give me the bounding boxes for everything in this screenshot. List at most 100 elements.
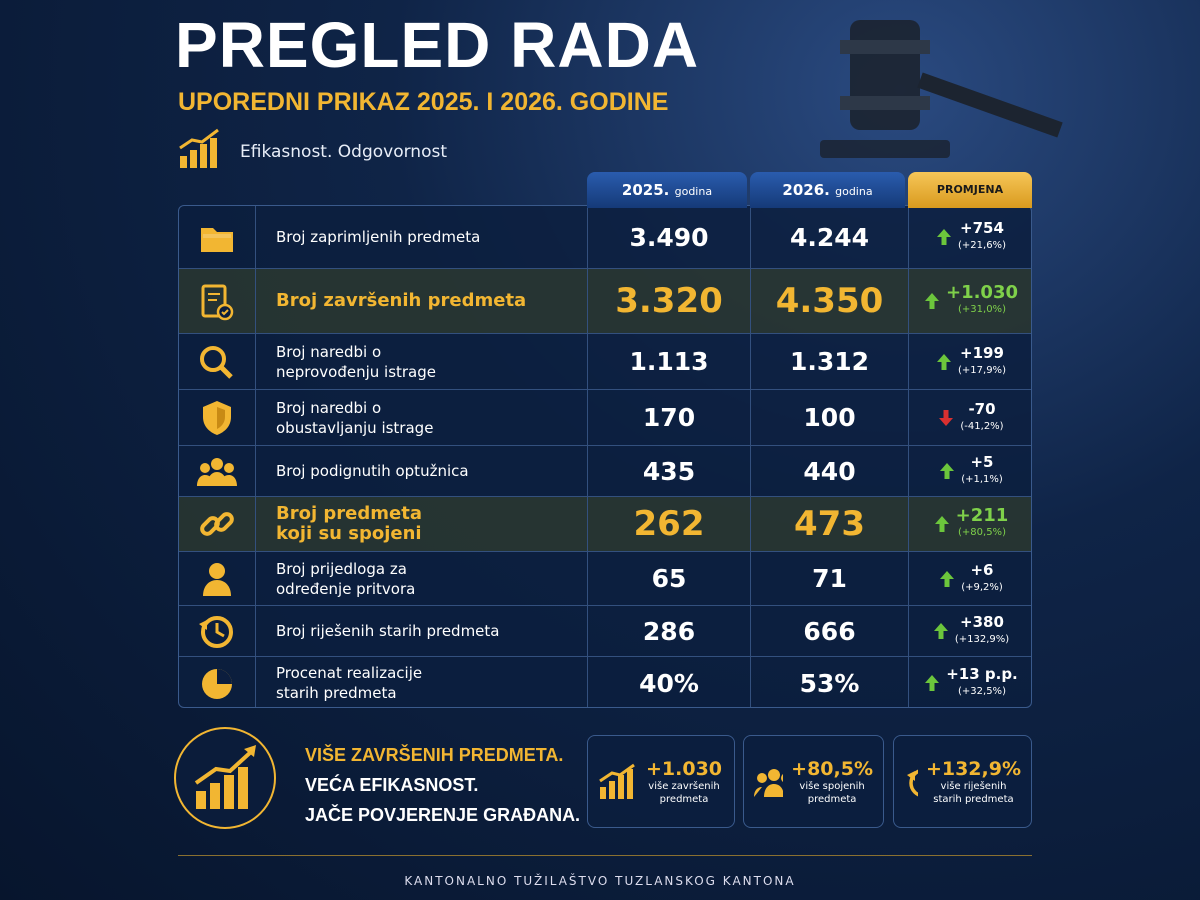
- change-cell: +1.030 (+31,0%): [909, 269, 1031, 333]
- column-year: 2026.: [782, 181, 830, 199]
- row-label-line: Broj podignutih optužnica: [276, 462, 469, 480]
- row-icon-cell: [179, 606, 256, 656]
- change-value: +6: [970, 560, 994, 579]
- card-caption: predmeta: [807, 793, 857, 805]
- row-label-line: određenje pritvora: [276, 579, 416, 598]
- table-row: Broj predmeta koji su spojeni 262 473 +211 (+…: [179, 496, 1031, 551]
- value-2025: 262: [588, 497, 751, 551]
- change-arrow: [940, 463, 955, 479]
- card-text: +80,5% više spojenih predmeta: [791, 758, 873, 806]
- change-percent: (+32,5%): [958, 686, 1006, 697]
- row-label: Broj naredbi o neprovođenju istrage: [256, 334, 588, 389]
- row-label: Broj naredbi o obustavljanju istrage: [256, 390, 588, 445]
- row-icon-cell: [179, 446, 256, 496]
- change-value: +754: [960, 219, 1004, 237]
- card-text: +132,9% više riješenih starih predmeta: [926, 758, 1021, 806]
- table-row: Broj naredbi o neprovođenju istrage 1.113 1…: [179, 333, 1031, 389]
- column-year: PROMJENA: [936, 183, 1004, 196]
- change: +211 (+80,5%): [956, 507, 1009, 541]
- summary-card: +132,9% više riješenih starih predmeta: [893, 735, 1032, 828]
- row-icon: [201, 284, 234, 321]
- value-2025: 170: [588, 390, 751, 445]
- row-icon: [203, 400, 231, 435]
- change: +1.030 (+31,0%): [946, 284, 1018, 318]
- change-percent: (-41,2%): [960, 420, 1004, 432]
- column-header: 2026. godina: [750, 172, 905, 208]
- value-2025: 1.113: [588, 334, 751, 389]
- row-label: Broj riješenih starih predmeta: [256, 606, 588, 656]
- change-percent: (+1,1%): [961, 474, 1003, 485]
- row-label: Procenat realizacije starih predmeta: [256, 657, 588, 707]
- change-percent: (+80,5%): [958, 527, 1006, 538]
- table-row: Broj naredbi o obustavljanju istrage 170 10…: [179, 389, 1031, 445]
- change-arrow: [934, 516, 949, 532]
- row-label-line: obustavljanju istrage: [276, 418, 434, 437]
- change-arrow: [939, 409, 954, 426]
- change-arrow: [925, 675, 940, 691]
- value-2026: 473: [751, 497, 909, 551]
- column-unit: godina: [674, 185, 713, 198]
- change-cell: +6 (+9,2%): [909, 552, 1031, 605]
- row-label-line: neprovođenju istrage: [276, 362, 436, 381]
- row-label-line: Broj naredbi o: [276, 398, 382, 417]
- row-icon-cell: [179, 657, 256, 707]
- change-value: +5: [970, 453, 994, 471]
- value-2026: 53%: [751, 657, 909, 707]
- table-row: Broj završenih predmeta 3.320 4.350 +1.030(…: [179, 268, 1031, 333]
- value-2026: 100: [751, 390, 909, 445]
- change-value: +380: [960, 613, 1004, 631]
- card-caption: starih predmeta: [933, 793, 1014, 805]
- slogan: VIŠE ZAVRŠENIH PREDMETA. VEĆA EFIKASNOST.…: [305, 740, 580, 830]
- change-arrow: [937, 353, 952, 370]
- change-cell: -70 (-41,2%): [909, 390, 1031, 445]
- row-icon-cell: [179, 390, 256, 445]
- card-caption: više spojenih: [799, 780, 865, 792]
- value-2025: 3.320: [588, 269, 751, 333]
- row-label-line: Broj predmeta: [276, 503, 422, 524]
- change: -70 (-41,2%): [960, 400, 1004, 435]
- value-2026: 440: [751, 446, 909, 496]
- change-value: +1.030: [945, 282, 1019, 303]
- change-value: +13 p.p.: [946, 665, 1018, 683]
- card-caption: više završenih: [648, 780, 720, 792]
- change-cell: +211 (+80,5%): [909, 497, 1031, 551]
- row-label-line: Broj završenih predmeta: [276, 290, 527, 311]
- column-header: 2025. godina: [587, 172, 747, 208]
- change: +6 (+9,2%): [961, 560, 1003, 596]
- row-label-line: starih predmeta: [276, 684, 397, 702]
- card-icon: [599, 763, 635, 799]
- card-text: +1.030 više završenih predmeta: [646, 758, 722, 806]
- change: +5 (+1,1%): [961, 454, 1003, 488]
- row-label-line: Broj prijedloga za: [276, 559, 407, 578]
- card-caption: predmeta: [659, 793, 709, 805]
- table-row: Broj zaprimljenih predmeta 3.490 4.244 +754…: [179, 206, 1031, 268]
- row-label: Broj predmeta koji su spojeni: [256, 497, 588, 551]
- row-icon: [199, 616, 233, 648]
- change-value: +211: [955, 505, 1009, 526]
- card-value: +1.030: [646, 757, 723, 780]
- change-value: +199: [960, 343, 1004, 362]
- row-label-line: koji su spojeni: [276, 523, 422, 544]
- row-icon-cell: [179, 206, 256, 268]
- row-label: Broj podignutih optužnica: [256, 446, 588, 496]
- change-cell: +13 p.p. (+32,5%): [909, 657, 1031, 707]
- row-label-line: Broj riješenih starih predmeta: [276, 622, 500, 640]
- slogan-line: JAČE POVJERENJE GRAĐANA.: [305, 805, 581, 825]
- table-row: Procenat realizacije starih predmeta 40% 53…: [179, 656, 1031, 707]
- change-arrow: [933, 623, 948, 639]
- value-2026: 71: [751, 552, 909, 605]
- row-icon: [197, 458, 237, 486]
- row-icon: [200, 345, 233, 379]
- column-year: 2025.: [621, 181, 670, 199]
- value-2026: 4.244: [751, 206, 909, 268]
- slogan-line: VEĆA EFIKASNOST.: [305, 775, 479, 795]
- divider: [178, 855, 1032, 856]
- card-value: +80,5%: [791, 757, 873, 780]
- column-header: PROMJENA: [908, 172, 1032, 208]
- subtitle: UPOREDNI PRIKAZ 2025. I 2026. GODINE: [178, 88, 669, 116]
- change-cell: +199 (+17,9%): [909, 334, 1031, 389]
- summary-card: +80,5% više spojenih predmeta: [743, 735, 884, 828]
- value-2025: 3.490: [588, 206, 751, 268]
- tagline: Efikasnost. Odgovornost: [240, 142, 447, 162]
- card-value: +132,9%: [925, 757, 1021, 780]
